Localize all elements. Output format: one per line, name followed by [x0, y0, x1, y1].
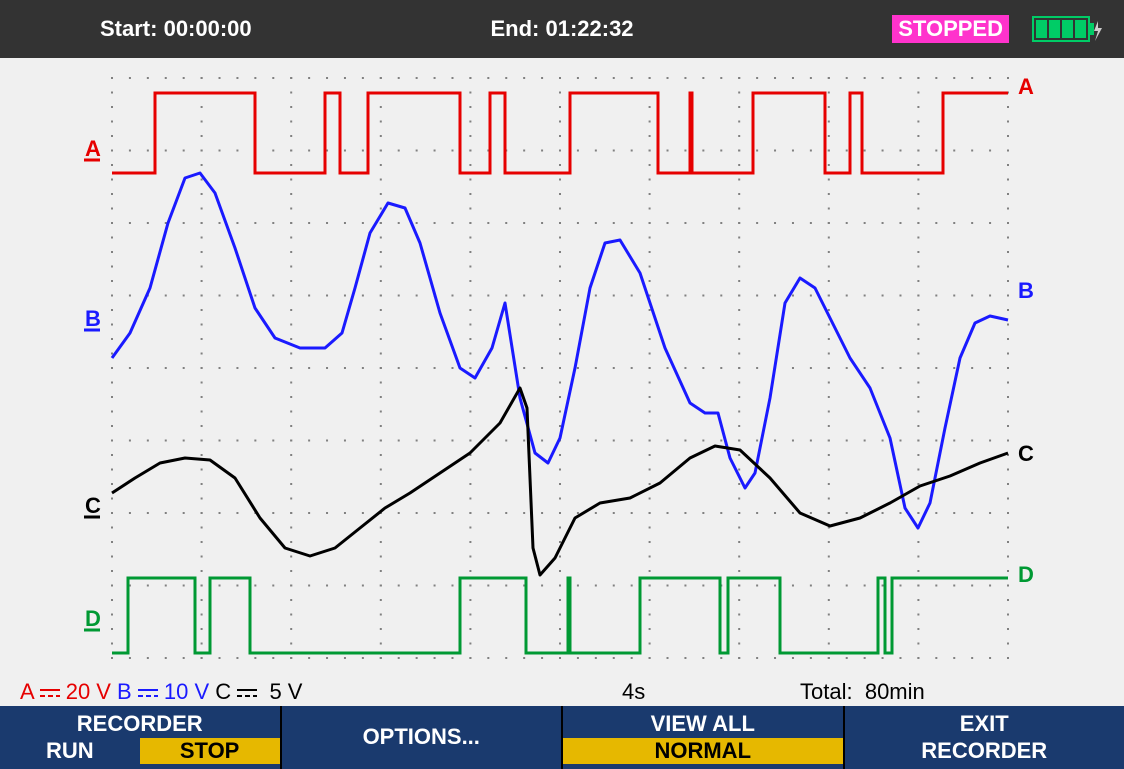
end-label: End:	[490, 16, 539, 41]
end-time: End: 01:22:32	[490, 16, 633, 42]
btn4-line2: RECORDER	[921, 738, 1047, 764]
softkey-bar: RECORDER RUN STOP OPTIONS... VIEW ALL NO…	[0, 706, 1124, 769]
view-mode-button[interactable]: VIEW ALL NORMAL	[563, 706, 845, 769]
btn1-run: RUN	[0, 738, 140, 764]
dc-coupling-icon	[237, 686, 257, 700]
end-value: 01:22:32	[545, 16, 633, 41]
total-time: Total: 80min	[800, 679, 925, 705]
svg-text:C: C	[1018, 441, 1034, 466]
btn4-line1: EXIT	[960, 711, 1009, 737]
waveform-svg: A A B B C C D D	[0, 58, 1124, 678]
scale-a: A 20 V	[20, 679, 111, 705]
scale-b: B 10 V	[117, 679, 209, 705]
timebase: 4s	[622, 679, 645, 705]
start-value: 00:00:00	[164, 16, 252, 41]
waveform-display: A A B B C C D D	[0, 58, 1124, 678]
btn1-title: RECORDER	[77, 711, 203, 737]
info-bar: A 20 V B 10 V C 5 V 4s Total: 80min	[0, 678, 1124, 706]
svg-text:A: A	[1018, 74, 1034, 99]
status-badge: STOPPED	[892, 15, 1009, 43]
options-button[interactable]: OPTIONS...	[282, 706, 564, 769]
svg-text:C: C	[85, 493, 101, 518]
battery-icon	[1032, 11, 1102, 47]
svg-text:D: D	[1018, 562, 1034, 587]
svg-text:A: A	[85, 136, 101, 161]
btn3-title: VIEW ALL	[651, 711, 755, 737]
btn3-normal: NORMAL	[563, 738, 843, 764]
svg-text:D: D	[85, 606, 101, 631]
svg-text:B: B	[85, 306, 101, 331]
scale-c: C 5 V	[215, 679, 302, 705]
exit-recorder-button[interactable]: EXIT RECORDER	[845, 706, 1124, 769]
header-bar: Start: 00:00:00 End: 01:22:32 STOPPED	[0, 0, 1124, 58]
recorder-run-stop-button[interactable]: RECORDER RUN STOP	[0, 706, 282, 769]
btn1-stop: STOP	[140, 738, 280, 764]
dc-coupling-icon	[138, 686, 158, 700]
channel-scales: A 20 V B 10 V C 5 V	[20, 679, 302, 705]
start-time: Start: 00:00:00	[100, 16, 252, 42]
svg-text:B: B	[1018, 278, 1034, 303]
btn2-title: OPTIONS...	[363, 724, 480, 750]
start-label: Start:	[100, 16, 157, 41]
dc-coupling-icon	[40, 686, 60, 700]
